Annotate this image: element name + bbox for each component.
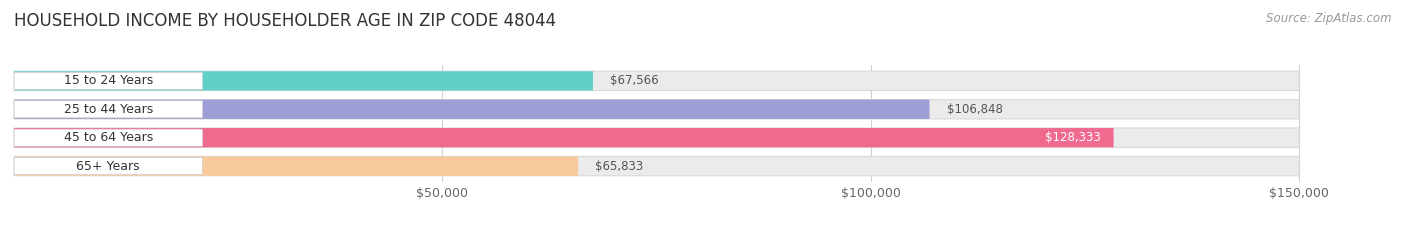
- Text: $67,566: $67,566: [610, 74, 659, 87]
- FancyBboxPatch shape: [14, 156, 578, 176]
- Text: 45 to 64 Years: 45 to 64 Years: [63, 131, 153, 144]
- FancyBboxPatch shape: [14, 100, 1299, 119]
- FancyBboxPatch shape: [14, 156, 1299, 176]
- FancyBboxPatch shape: [14, 128, 1299, 147]
- Text: $106,848: $106,848: [946, 103, 1002, 116]
- FancyBboxPatch shape: [14, 71, 1299, 91]
- FancyBboxPatch shape: [14, 100, 929, 119]
- Text: HOUSEHOLD INCOME BY HOUSEHOLDER AGE IN ZIP CODE 48044: HOUSEHOLD INCOME BY HOUSEHOLDER AGE IN Z…: [14, 12, 557, 30]
- FancyBboxPatch shape: [14, 158, 202, 175]
- Text: $65,833: $65,833: [595, 160, 644, 173]
- Text: 15 to 24 Years: 15 to 24 Years: [63, 74, 153, 87]
- Text: $128,333: $128,333: [1045, 131, 1101, 144]
- Text: 25 to 44 Years: 25 to 44 Years: [63, 103, 153, 116]
- Text: Source: ZipAtlas.com: Source: ZipAtlas.com: [1267, 12, 1392, 25]
- Text: 65+ Years: 65+ Years: [76, 160, 141, 173]
- FancyBboxPatch shape: [14, 72, 202, 89]
- FancyBboxPatch shape: [14, 129, 202, 146]
- FancyBboxPatch shape: [14, 128, 1114, 147]
- FancyBboxPatch shape: [14, 101, 202, 118]
- FancyBboxPatch shape: [14, 71, 593, 91]
